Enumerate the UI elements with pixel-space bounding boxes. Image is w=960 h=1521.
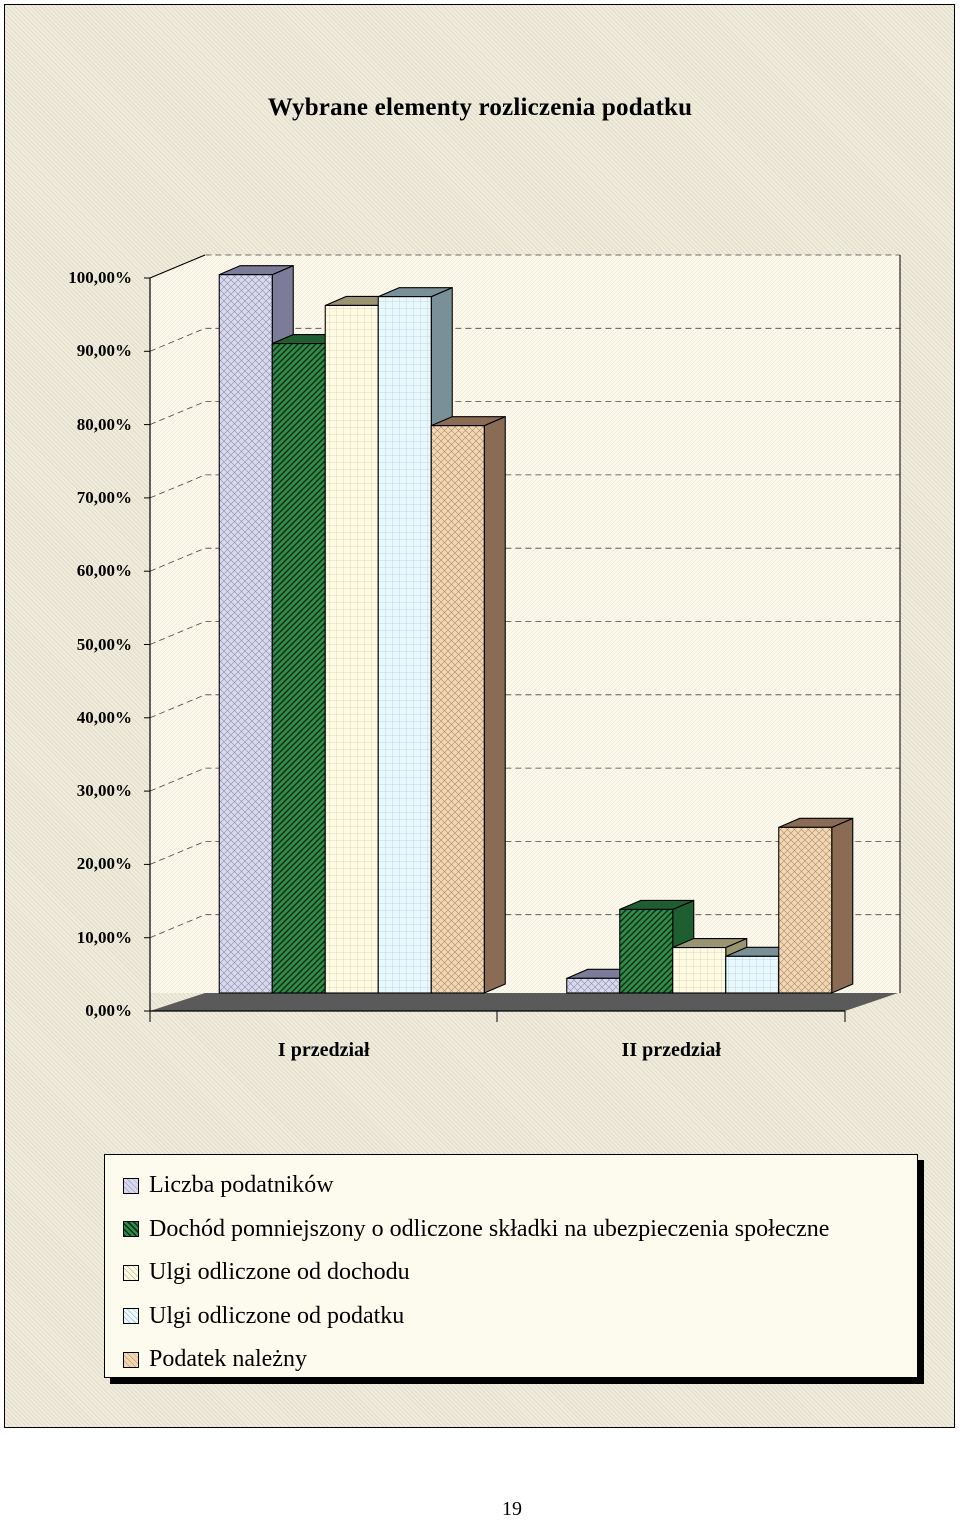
y-tick-label: 50,00%: [76, 634, 132, 654]
y-tick-label: 100,00%: [68, 268, 132, 287]
plot-floor: [150, 993, 898, 1011]
legend-item: Podatek należny: [123, 1338, 917, 1382]
legend-item: Ulgi odliczone od podatku: [123, 1295, 917, 1339]
bar-pattern: [619, 908, 674, 994]
y-tick-label: 90,00%: [76, 341, 132, 361]
bar-pattern: [430, 425, 485, 994]
legend-swatch: [123, 1308, 139, 1325]
legend: Liczba podatników Dochód pomniejszony o o…: [104, 1154, 918, 1378]
legend-swatch: [123, 1221, 139, 1238]
bar-side: [831, 817, 854, 994]
page-number: 19: [502, 1498, 522, 1520]
bar-side: [483, 415, 506, 994]
legend-swatch: [123, 1177, 139, 1194]
legend-label: Dochód pomniejszony o odliczone składki …: [149, 1215, 830, 1242]
x-category-label: I przedział: [277, 1039, 370, 1061]
gridline: [149, 327, 900, 352]
legend-item: Dochód pomniejszony o odliczone składki …: [123, 1208, 917, 1252]
y-tick-label: 60,00%: [76, 561, 132, 581]
gridline: [149, 841, 900, 865]
bar-pattern: [725, 955, 780, 994]
chart-title: Wybrane elementy rozliczenia podatku: [267, 94, 693, 121]
y-tick-label: 30,00%: [76, 781, 132, 801]
legend-swatch: [123, 1351, 139, 1368]
chart-plot: [144, 254, 901, 1022]
gridline: [149, 401, 900, 425]
bar-pattern: [672, 947, 727, 994]
gridline: [149, 254, 900, 279]
bar: [619, 899, 695, 994]
y-tick-label: 20,00%: [76, 854, 132, 874]
y-tick-label: 70,00%: [76, 487, 132, 507]
gridline: [149, 474, 900, 499]
y-tick-label: 40,00%: [76, 707, 132, 727]
legend-item: Ulgi odliczone od dochodu: [123, 1251, 917, 1295]
gridline: [149, 621, 900, 645]
bar-pattern: [218, 274, 273, 994]
legend-item: Liczba podatników: [123, 1164, 917, 1208]
legend-label: Liczba podatników: [149, 1172, 334, 1199]
bars: [218, 264, 854, 994]
y-tick-label: 80,00%: [76, 414, 132, 434]
bar-pattern: [778, 826, 833, 994]
legend-swatch: [123, 1264, 139, 1281]
x-category-label: II przedział: [621, 1039, 721, 1061]
legend-label: Ulgi odliczone od dochodu: [149, 1259, 410, 1286]
plot-wall-top-edge: [149, 254, 206, 279]
bar-pattern: [271, 343, 326, 994]
legend-label: Ulgi odliczone od podatku: [149, 1302, 405, 1329]
gridline: [149, 547, 900, 572]
y-tick-label: 0,00%: [85, 1001, 132, 1020]
legend-label: Podatek należny: [149, 1346, 307, 1373]
bar-pattern: [324, 304, 379, 994]
bar-pattern: [377, 296, 432, 994]
gridline: [149, 767, 900, 792]
y-tick-label: 10,00%: [76, 927, 132, 947]
gridline: [149, 694, 900, 719]
bar: [430, 415, 506, 994]
bar-pattern: [566, 977, 621, 994]
bar: [778, 817, 854, 994]
